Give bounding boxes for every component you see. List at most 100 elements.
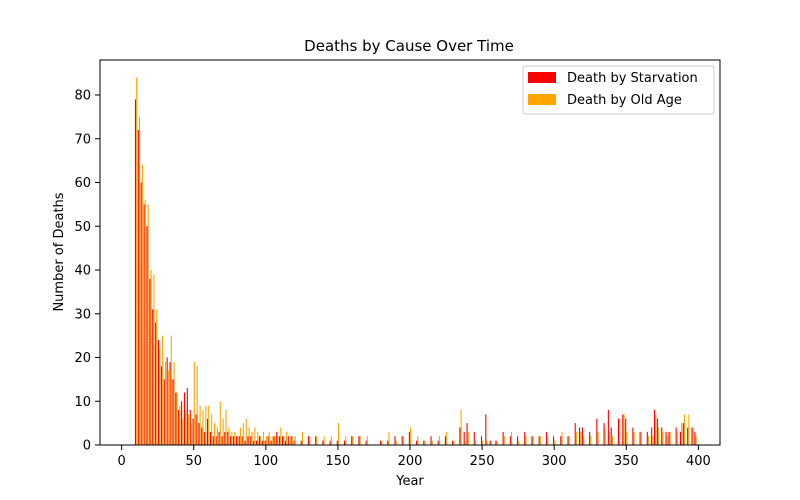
- bar: [676, 431, 678, 446]
- bar: [343, 440, 346, 446]
- y-tick-label: 30: [74, 307, 91, 322]
- x-tick-label: 150: [325, 454, 350, 469]
- legend-box: [522, 65, 715, 115]
- bar: [309, 436, 311, 445]
- bar: [416, 440, 418, 446]
- bar: [199, 405, 201, 446]
- bar: [164, 361, 167, 446]
- bar: [467, 431, 469, 446]
- bar: [167, 370, 169, 446]
- x-tick-label: 100: [253, 454, 278, 469]
- bar: [366, 436, 368, 445]
- bar: [166, 357, 168, 445]
- bar: [351, 436, 353, 445]
- bar: [264, 440, 266, 446]
- bar: [669, 431, 671, 446]
- x-tick-label: 200: [398, 454, 423, 469]
- bar: [270, 440, 272, 446]
- bar: [182, 418, 184, 445]
- bar: [242, 423, 244, 446]
- bar: [293, 440, 295, 446]
- bar: [463, 431, 465, 446]
- bar: [692, 427, 694, 445]
- bar: [245, 418, 247, 445]
- bar: [284, 440, 286, 446]
- bar: [162, 335, 164, 446]
- bar: [205, 405, 207, 446]
- bar: [175, 392, 177, 445]
- bar: [625, 418, 627, 445]
- x-tick-label: 300: [542, 454, 567, 469]
- bar: [143, 204, 145, 446]
- bar: [531, 436, 533, 445]
- bar: [204, 431, 206, 446]
- legend-swatch-starvation: [528, 72, 556, 83]
- bar: [140, 182, 142, 445]
- bar: [666, 436, 668, 445]
- bar: [300, 440, 302, 446]
- bar: [138, 116, 141, 446]
- bar: [401, 436, 403, 445]
- bar: [224, 431, 226, 446]
- bar: [430, 436, 432, 445]
- bar: [307, 436, 310, 445]
- legend: Death by Starvation Death by Old Age: [522, 65, 715, 115]
- bar: [639, 431, 641, 446]
- bar: [152, 309, 154, 446]
- bar: [196, 366, 198, 445]
- bar: [134, 99, 136, 446]
- bar: [610, 427, 612, 445]
- bar: [623, 414, 625, 446]
- x-axis-title: Year: [395, 474, 424, 489]
- y-tick-label: 50: [74, 220, 91, 235]
- bar: [212, 436, 214, 445]
- bar: [209, 431, 211, 446]
- bar: [287, 436, 289, 445]
- bar: [485, 414, 487, 446]
- bar: [219, 401, 221, 445]
- bar: [358, 436, 360, 445]
- legend-swatch-old-age: [528, 94, 556, 105]
- bar: [244, 440, 246, 446]
- bar: [503, 436, 505, 445]
- bar: [277, 436, 279, 445]
- bar: [260, 436, 262, 445]
- y-tick-label: 40: [74, 264, 91, 279]
- x-tick-label: 350: [614, 454, 639, 469]
- bar: [597, 431, 599, 446]
- bar: [684, 414, 686, 446]
- bar: [417, 436, 419, 445]
- bar: [596, 418, 598, 445]
- bar: [156, 309, 158, 446]
- bar: [604, 427, 606, 445]
- bar: [215, 436, 217, 445]
- bar: [387, 440, 389, 446]
- bar: [554, 440, 556, 446]
- bar: [609, 431, 611, 446]
- bar: [611, 436, 614, 445]
- bar: [486, 440, 488, 446]
- bar: [691, 427, 693, 445]
- bar: [172, 379, 174, 446]
- bar: [253, 440, 255, 446]
- bar: [188, 414, 190, 446]
- bar: [330, 436, 332, 445]
- bar: [301, 431, 304, 446]
- y-axis-title: Number of Deaths: [52, 192, 67, 311]
- bar: [262, 431, 265, 446]
- bar: [466, 423, 468, 446]
- bar: [410, 427, 412, 445]
- bar: [257, 431, 259, 446]
- x-tick-label: 0: [117, 454, 125, 469]
- y-tick-label: 0: [83, 439, 91, 454]
- y-tick-label: 80: [74, 89, 91, 104]
- bar: [473, 431, 475, 446]
- bar: [580, 431, 582, 446]
- bar: [394, 436, 396, 445]
- bar: [237, 436, 239, 445]
- bar: [568, 436, 570, 445]
- bar: [687, 427, 689, 445]
- bar: [652, 436, 654, 445]
- bar: [192, 418, 194, 445]
- bar: [322, 440, 324, 446]
